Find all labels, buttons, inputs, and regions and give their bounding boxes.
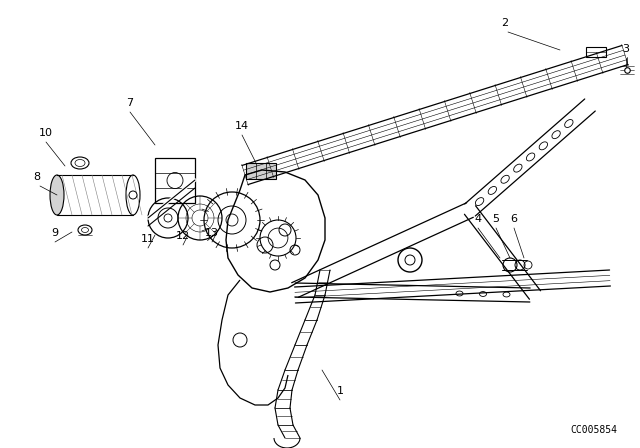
Text: 5: 5 xyxy=(493,214,499,224)
Ellipse shape xyxy=(50,175,64,215)
Text: 10: 10 xyxy=(39,128,53,138)
Text: CC005854: CC005854 xyxy=(570,425,617,435)
Text: 7: 7 xyxy=(127,98,134,108)
Text: 12: 12 xyxy=(176,231,190,241)
Text: 8: 8 xyxy=(33,172,40,182)
Circle shape xyxy=(129,191,137,199)
Text: 3: 3 xyxy=(623,44,630,54)
Circle shape xyxy=(398,248,422,272)
Text: 4: 4 xyxy=(474,214,481,224)
Text: 1: 1 xyxy=(337,386,344,396)
Text: 6: 6 xyxy=(511,214,518,224)
Text: 9: 9 xyxy=(51,228,59,238)
Text: 13: 13 xyxy=(205,228,219,238)
Ellipse shape xyxy=(126,175,140,215)
Text: 2: 2 xyxy=(501,18,508,28)
FancyBboxPatch shape xyxy=(246,163,276,179)
Text: 11: 11 xyxy=(141,234,155,244)
Text: 14: 14 xyxy=(235,121,249,131)
